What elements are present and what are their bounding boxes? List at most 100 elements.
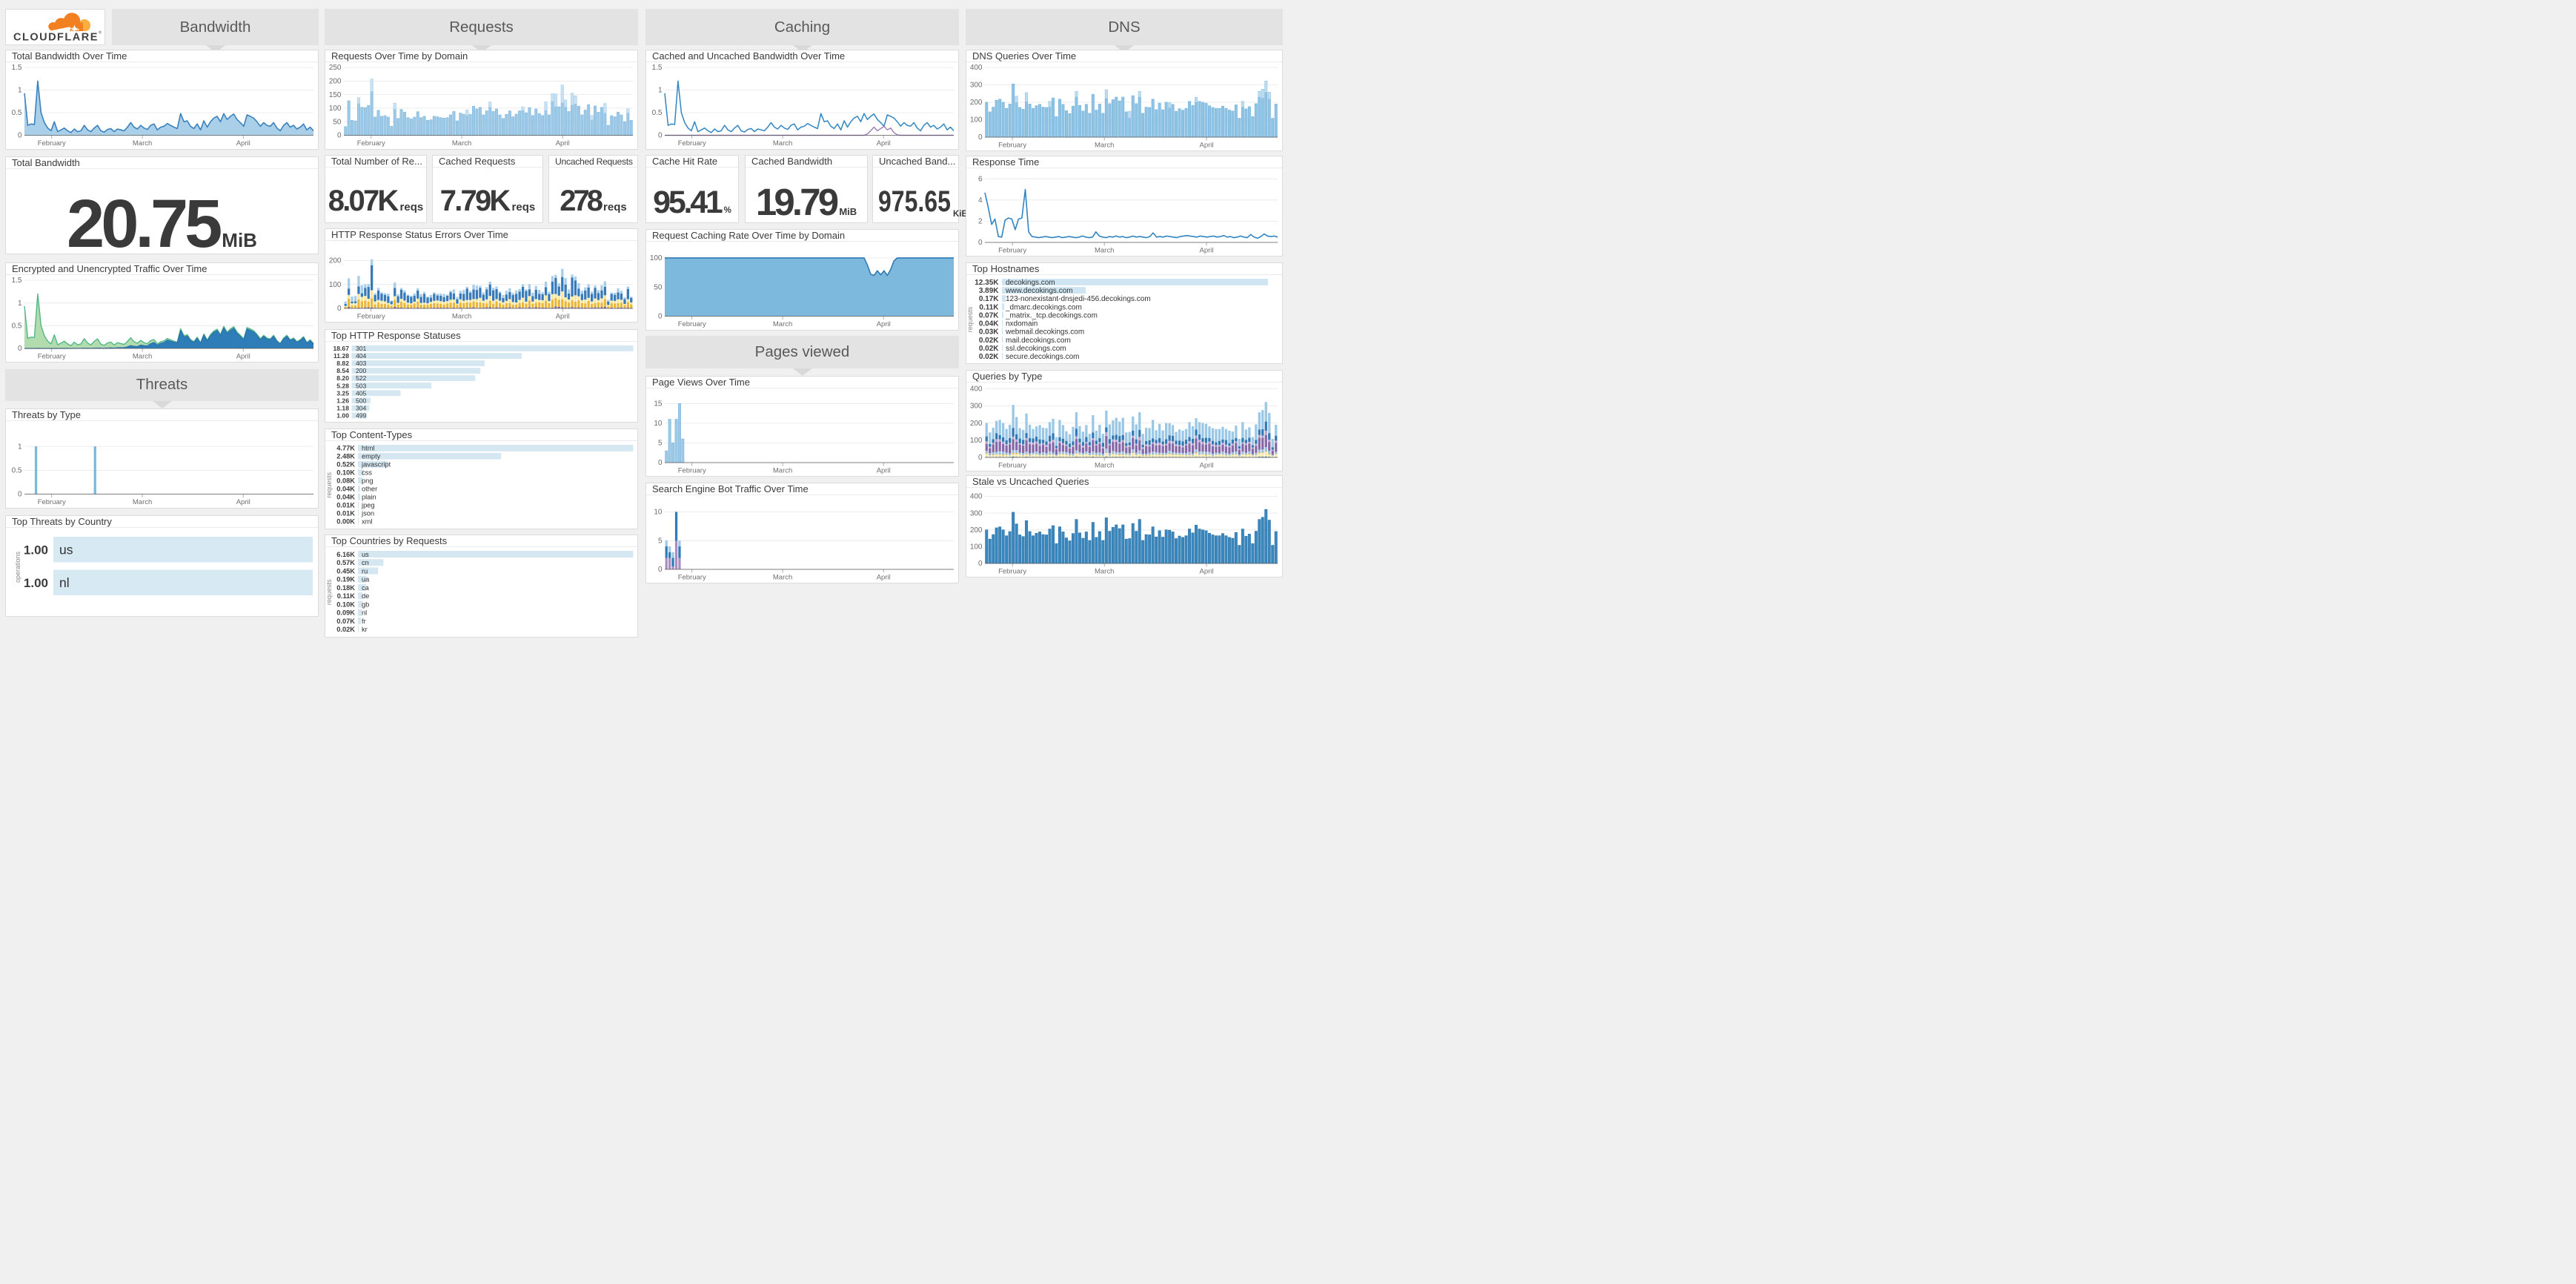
svg-text:400: 400: [970, 64, 983, 72]
svg-text:1.00: 1.00: [24, 543, 48, 557]
svg-text:0.02K: 0.02K: [336, 626, 355, 633]
svg-text:_dmarc.decokings.com: _dmarc.decokings.com: [1005, 303, 1082, 311]
svg-text:March: March: [773, 573, 792, 581]
svg-text:operations: operations: [14, 551, 21, 583]
svg-text:March: March: [452, 139, 471, 148]
svg-text:250: 250: [329, 64, 342, 72]
svg-text:png: png: [362, 477, 374, 485]
svg-text:0: 0: [978, 239, 983, 247]
svg-text:nl: nl: [362, 609, 367, 617]
svg-text:5: 5: [658, 440, 663, 448]
svg-text:0.07K: 0.07K: [336, 618, 355, 625]
svg-text:200: 200: [970, 99, 983, 107]
svg-text:April: April: [877, 467, 891, 475]
svg-text:April: April: [236, 353, 250, 361]
svg-text:100: 100: [970, 437, 983, 445]
svg-text:decokings.com: decokings.com: [1006, 279, 1055, 287]
svg-text:March: March: [1095, 462, 1114, 470]
svg-text:April: April: [1199, 462, 1213, 470]
svg-text:cn: cn: [362, 559, 369, 566]
svg-text:100: 100: [650, 254, 663, 262]
svg-text:0.07K: 0.07K: [979, 311, 999, 320]
svg-text:0.09K: 0.09K: [336, 609, 355, 617]
svg-text:April: April: [1199, 567, 1213, 575]
svg-text:March: March: [1095, 567, 1114, 575]
svg-text:CLOUDFLARE: CLOUDFLARE: [13, 31, 99, 43]
svg-text:150: 150: [329, 91, 342, 99]
svg-text:1.5: 1.5: [652, 64, 663, 72]
svg-text:April: April: [1199, 247, 1213, 255]
svg-text:February: February: [998, 142, 1026, 150]
svg-text:fr: fr: [362, 618, 366, 625]
svg-text:_matrix._tcp.decokings.com: _matrix._tcp.decokings.com: [1005, 311, 1098, 320]
svg-text:0.5: 0.5: [12, 467, 22, 475]
svg-text:css: css: [362, 469, 372, 477]
svg-text:kr: kr: [362, 626, 368, 633]
svg-text:March: March: [452, 313, 471, 321]
svg-text:0: 0: [337, 132, 342, 140]
svg-text:April: April: [877, 139, 891, 148]
svg-text:0.01K: 0.01K: [336, 509, 355, 517]
svg-text:ru: ru: [362, 567, 368, 575]
svg-text:0.57K: 0.57K: [336, 559, 355, 566]
svg-text:us: us: [59, 543, 73, 557]
svg-text:March: March: [1095, 247, 1114, 255]
svg-text:plain: plain: [362, 493, 376, 500]
svg-text:0.17K: 0.17K: [979, 295, 999, 303]
svg-text:0.02K: 0.02K: [979, 337, 999, 345]
svg-text:11.28: 11.28: [333, 352, 349, 360]
svg-text:0: 0: [658, 132, 663, 140]
svg-text:200: 200: [329, 257, 342, 265]
svg-text:499: 499: [356, 411, 367, 419]
svg-text:5.28: 5.28: [336, 382, 349, 389]
svg-text:April: April: [236, 498, 250, 506]
svg-text:0.52K: 0.52K: [336, 461, 355, 469]
svg-text:April: April: [1199, 142, 1213, 150]
svg-text:8.54: 8.54: [336, 367, 349, 374]
svg-text:April: April: [236, 139, 250, 148]
svg-text:3.25: 3.25: [336, 389, 349, 397]
svg-text:February: February: [678, 139, 706, 148]
svg-text:0.5: 0.5: [652, 109, 663, 117]
svg-text:100: 100: [329, 281, 342, 289]
svg-text:0.01K: 0.01K: [336, 501, 355, 509]
svg-text:0: 0: [18, 132, 22, 140]
svg-text:us: us: [362, 551, 369, 558]
svg-text:®: ®: [99, 30, 102, 35]
svg-text:300: 300: [970, 403, 983, 411]
svg-text:200: 200: [970, 526, 983, 535]
svg-text:1: 1: [18, 443, 22, 451]
svg-text:0.11K: 0.11K: [979, 303, 999, 311]
svg-text:February: February: [38, 139, 66, 148]
svg-text:123-nonexistant-dnsjedi-456.de: 123-nonexistant-dnsjedi-456.decokings.co…: [1006, 295, 1151, 303]
svg-text:April: April: [877, 573, 891, 581]
svg-text:ca: ca: [362, 584, 370, 592]
svg-text:0.04K: 0.04K: [336, 486, 355, 493]
svg-text:400: 400: [970, 492, 983, 500]
svg-text:0.19K: 0.19K: [336, 576, 355, 583]
svg-text:mail.decokings.com: mail.decokings.com: [1006, 337, 1071, 345]
svg-text:February: February: [38, 498, 66, 506]
svg-text:0.10K: 0.10K: [336, 600, 355, 608]
svg-text:300: 300: [970, 82, 983, 90]
svg-text:March: March: [133, 498, 152, 506]
svg-text:0.5: 0.5: [12, 109, 22, 117]
svg-text:100: 100: [970, 116, 983, 125]
svg-text:522: 522: [356, 374, 367, 382]
svg-text:404: 404: [356, 352, 367, 360]
svg-text:requests: requests: [966, 306, 974, 332]
svg-text:0.11K: 0.11K: [337, 592, 356, 600]
svg-text:200: 200: [356, 367, 367, 374]
svg-text:February: February: [38, 353, 66, 361]
svg-text:50: 50: [333, 118, 342, 126]
svg-text:0: 0: [978, 454, 983, 462]
svg-text:ssl.decokings.com: ssl.decokings.com: [1006, 345, 1066, 353]
svg-text:March: March: [773, 139, 792, 148]
svg-text:0.08K: 0.08K: [336, 477, 355, 485]
svg-text:0.10K: 0.10K: [336, 469, 355, 477]
svg-text:1.5: 1.5: [12, 277, 22, 285]
svg-text:2: 2: [978, 218, 983, 226]
svg-text:0: 0: [18, 345, 22, 353]
svg-text:8.82: 8.82: [336, 360, 349, 367]
svg-text:ua: ua: [362, 576, 370, 583]
